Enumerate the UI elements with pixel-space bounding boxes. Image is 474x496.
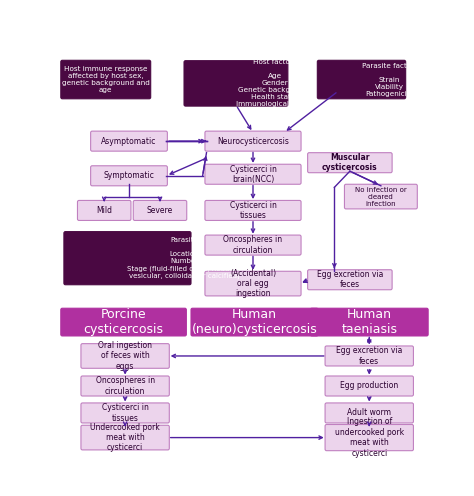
- FancyBboxPatch shape: [61, 308, 186, 336]
- Text: Oncospheres in
circulation: Oncospheres in circulation: [96, 376, 155, 396]
- FancyBboxPatch shape: [325, 346, 413, 366]
- FancyBboxPatch shape: [184, 61, 288, 106]
- FancyBboxPatch shape: [205, 271, 301, 296]
- FancyBboxPatch shape: [205, 235, 301, 255]
- Text: Porcine
cysticercosis: Porcine cysticercosis: [83, 308, 164, 336]
- FancyBboxPatch shape: [205, 131, 301, 151]
- FancyBboxPatch shape: [191, 308, 318, 336]
- Text: Oncospheres in
circulation: Oncospheres in circulation: [223, 236, 283, 255]
- Text: Egg excretion via
feces: Egg excretion via feces: [336, 346, 402, 366]
- FancyBboxPatch shape: [325, 403, 413, 423]
- FancyBboxPatch shape: [308, 270, 392, 290]
- FancyBboxPatch shape: [81, 403, 169, 423]
- FancyBboxPatch shape: [205, 200, 301, 220]
- Text: Host factors

Age
Gender
Genetic background
Health status
Immunological status: Host factors Age Gender Genetic backgrou…: [236, 60, 313, 108]
- FancyBboxPatch shape: [81, 425, 169, 450]
- FancyBboxPatch shape: [81, 376, 169, 396]
- Text: Asymptomatic: Asymptomatic: [101, 136, 157, 146]
- Text: Symptomatic: Symptomatic: [103, 171, 155, 180]
- Text: Severe: Severe: [147, 206, 173, 215]
- Text: Parasite factors

Strain
Viability
Pathogenicity: Parasite factors Strain Viability Pathog…: [362, 62, 418, 97]
- Text: Human
taeniasis: Human taeniasis: [341, 308, 397, 336]
- FancyBboxPatch shape: [310, 308, 428, 336]
- FancyBboxPatch shape: [325, 425, 413, 451]
- FancyBboxPatch shape: [308, 153, 392, 173]
- Text: Neurocysticercosis: Neurocysticercosis: [217, 136, 289, 146]
- Text: No infection or
cleared
infection: No infection or cleared infection: [355, 186, 407, 206]
- Text: Muscular
cysticercosis: Muscular cysticercosis: [322, 153, 378, 173]
- FancyBboxPatch shape: [77, 200, 131, 220]
- FancyBboxPatch shape: [317, 61, 406, 99]
- FancyBboxPatch shape: [81, 344, 169, 369]
- Text: Egg production: Egg production: [340, 381, 398, 390]
- Text: Human
(neuro)cysticercosis: Human (neuro)cysticercosis: [191, 308, 318, 336]
- Text: Host immune response
affected by host sex,
genetic background and
age: Host immune response affected by host se…: [62, 66, 150, 93]
- FancyBboxPatch shape: [64, 232, 191, 285]
- Text: Parasite

Location
Number
Stage (fluid-filled cysts, nodular,
vesicular, colloid: Parasite Location Number Stage (fluid-fi…: [128, 237, 241, 279]
- FancyBboxPatch shape: [345, 184, 417, 209]
- Text: Cysticerci in
tissues: Cysticerci in tissues: [102, 403, 148, 423]
- Text: Adult worm: Adult worm: [347, 408, 391, 418]
- Text: Oral ingestion
of feces with
eggs: Oral ingestion of feces with eggs: [98, 341, 152, 371]
- Text: Cysticerci in
tissues: Cysticerci in tissues: [229, 201, 276, 220]
- Text: Egg excretion via
feces: Egg excretion via feces: [317, 270, 383, 290]
- Text: Undercooked pork
meat with
cysticerci: Undercooked pork meat with cysticerci: [90, 423, 160, 452]
- FancyBboxPatch shape: [205, 164, 301, 184]
- Text: Cysticerci in
brain(NCC): Cysticerci in brain(NCC): [229, 165, 276, 184]
- FancyBboxPatch shape: [91, 131, 167, 151]
- Text: Mild: Mild: [96, 206, 112, 215]
- FancyBboxPatch shape: [133, 200, 187, 220]
- Text: Ingestion of
undercooked pork
meat with
cysticerci: Ingestion of undercooked pork meat with …: [335, 418, 404, 458]
- FancyBboxPatch shape: [325, 376, 413, 396]
- FancyBboxPatch shape: [61, 61, 151, 99]
- FancyBboxPatch shape: [91, 166, 167, 186]
- Text: (Accidental)
oral egg
ingestion: (Accidental) oral egg ingestion: [230, 269, 276, 299]
